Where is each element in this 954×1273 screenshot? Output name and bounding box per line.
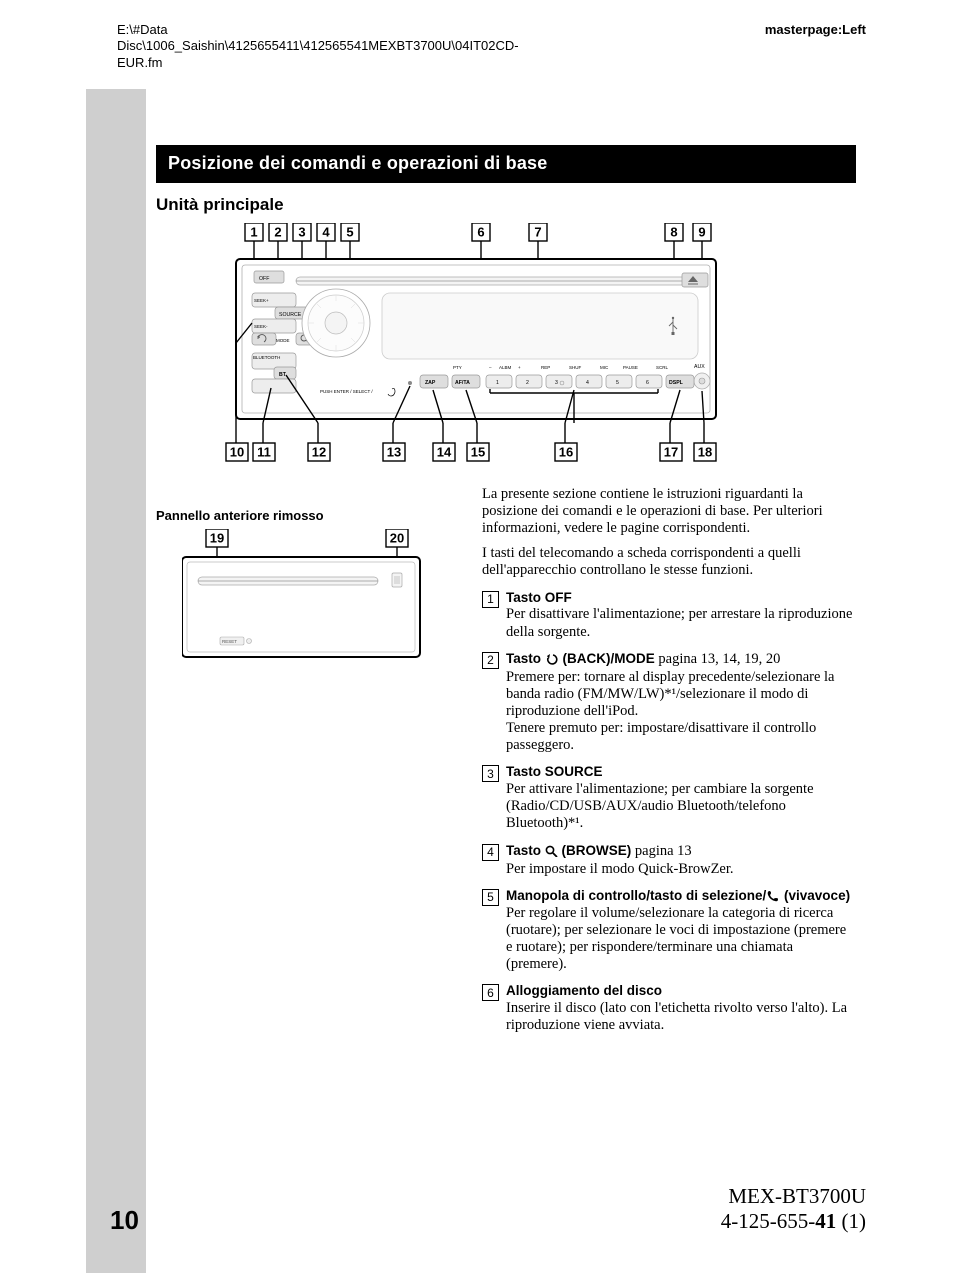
callout-7: 7	[534, 225, 541, 240]
callout-10: 10	[230, 445, 244, 460]
callout-13: 13	[387, 445, 401, 460]
svg-text:1: 1	[496, 380, 499, 386]
item-title: Alloggiamento del disco	[506, 983, 856, 999]
list-item: 2 Tasto (BACK)/MODE pagina 13, 14, 19, 2…	[482, 651, 856, 755]
item-number: 2	[482, 652, 499, 669]
svg-text:4: 4	[586, 380, 589, 386]
callout-5: 5	[346, 225, 353, 240]
footer: MEX-BT3700U 4-125-655-41 (1)	[721, 1184, 866, 1234]
svg-text:SCRL: SCRL	[656, 365, 669, 370]
item-desc: Per attivare l'alimentazione; per cambia…	[506, 781, 856, 832]
svg-text:+: +	[518, 365, 521, 370]
svg-text:PTY: PTY	[453, 365, 462, 370]
svg-text:ALBM: ALBM	[499, 365, 512, 370]
callout-19: 19	[210, 531, 224, 546]
panel-removed-diagram: .nb{fill:#fff;stroke:#000;stroke-width:1…	[182, 529, 482, 674]
label-mode: MODE	[276, 338, 290, 343]
main-unit-diagram: .nb{fill:#fff;stroke:#000;stroke-width:1…	[196, 223, 856, 486]
callout-2: 2	[274, 225, 281, 240]
svg-text:SHUF: SHUF	[569, 365, 582, 370]
heading-panel-removed: Pannello anteriore rimosso	[156, 508, 482, 523]
svg-text:3: 3	[555, 380, 558, 386]
svg-text:MIC: MIC	[600, 365, 609, 370]
callout-11: 11	[257, 445, 271, 460]
heading-unit: Unità principale	[156, 195, 856, 215]
label-push-enter: PUSH ENTER / SELECT /	[320, 389, 373, 394]
callout-6: 6	[477, 225, 484, 240]
label-source: SOURCE	[279, 312, 302, 318]
intro-paragraph-1: La presente sezione contiene le istruzio…	[482, 486, 856, 537]
svg-text:ZAP: ZAP	[425, 380, 436, 386]
item-desc: Inserire il disco (lato con l'etichetta …	[506, 1000, 856, 1034]
margin-strip	[86, 89, 146, 1273]
phone-icon	[766, 890, 780, 902]
label-bluetooth: BLUETOOTH	[253, 355, 280, 360]
item-title: Tasto (BACK)/MODE pagina 13, 14, 19, 20	[506, 651, 856, 668]
label-bt: BT	[279, 372, 287, 378]
item-title: Tasto (BROWSE) pagina 13	[506, 843, 856, 860]
callout-8: 8	[670, 225, 677, 240]
svg-text:6: 6	[646, 380, 649, 386]
item-number: 5	[482, 889, 499, 906]
list-item: 3 Tasto SOURCE Per attivare l'alimentazi…	[482, 764, 856, 832]
back-icon	[545, 653, 559, 665]
footer-code: 4-125-655-41 (1)	[721, 1209, 866, 1234]
callout-12: 12	[312, 445, 326, 460]
label-aux: AUX	[694, 364, 705, 370]
callout-14: 14	[437, 445, 452, 460]
callout-18: 18	[698, 445, 712, 460]
label-seek-minus: SEEK-	[254, 324, 268, 329]
item-number: 1	[482, 591, 499, 608]
svg-text:AF/TA: AF/TA	[455, 380, 470, 386]
svg-text:DSPL: DSPL	[669, 380, 684, 386]
item-number: 3	[482, 765, 499, 782]
header-masterpage: masterpage:Left	[765, 22, 866, 37]
page-number: 10	[110, 1205, 139, 1236]
item-desc: Premere per: tornare al display preceden…	[506, 669, 856, 755]
label-off: OFF	[259, 276, 269, 282]
callout-16: 16	[559, 445, 573, 460]
svg-text:PAUSE: PAUSE	[623, 365, 638, 370]
item-title: Tasto SOURCE	[506, 764, 856, 780]
svg-text:5: 5	[616, 380, 619, 386]
item-desc: Per disattivare l'alimentazione; per arr…	[506, 606, 856, 640]
list-item: 5 Manopola di controllo/tasto di selezio…	[482, 888, 856, 973]
intro-paragraph-2: I tasti del telecomando a scheda corrisp…	[482, 545, 856, 579]
callout-3: 3	[298, 225, 305, 240]
item-desc: Per regolare il volume/selezionare la ca…	[506, 905, 856, 973]
list-item: 6 Alloggiamento del disco Inserire il di…	[482, 983, 856, 1034]
section-title-bar: Posizione dei comandi e operazioni di ba…	[156, 145, 856, 183]
header-file-path: E:\#Data Disc\1006_Saishin\4125655411\41…	[117, 22, 557, 71]
callout-17: 17	[664, 445, 678, 460]
label-seek-plus: SEEK+	[254, 298, 269, 303]
item-title: Tasto OFF	[506, 590, 856, 606]
list-item: 1 Tasto OFF Per disattivare l'alimentazi…	[482, 590, 856, 641]
callout-15: 15	[471, 445, 485, 460]
item-number: 4	[482, 844, 499, 861]
item-desc: Per impostare il modo Quick-BrowZer.	[506, 861, 856, 878]
callout-9: 9	[698, 225, 705, 240]
callout-1: 1	[250, 225, 257, 240]
svg-text:REP: REP	[541, 365, 550, 370]
callout-4: 4	[322, 225, 330, 240]
footer-model: MEX-BT3700U	[721, 1184, 866, 1209]
svg-text:RESET: RESET	[222, 639, 237, 644]
callout-20: 20	[390, 531, 404, 546]
search-icon	[545, 845, 558, 857]
item-title: Manopola di controllo/tasto di selezione…	[506, 888, 856, 904]
svg-text:2: 2	[526, 380, 529, 386]
list-item: 4 Tasto (BROWSE) pagina 13 Per impostare…	[482, 843, 856, 878]
item-number: 6	[482, 984, 499, 1001]
